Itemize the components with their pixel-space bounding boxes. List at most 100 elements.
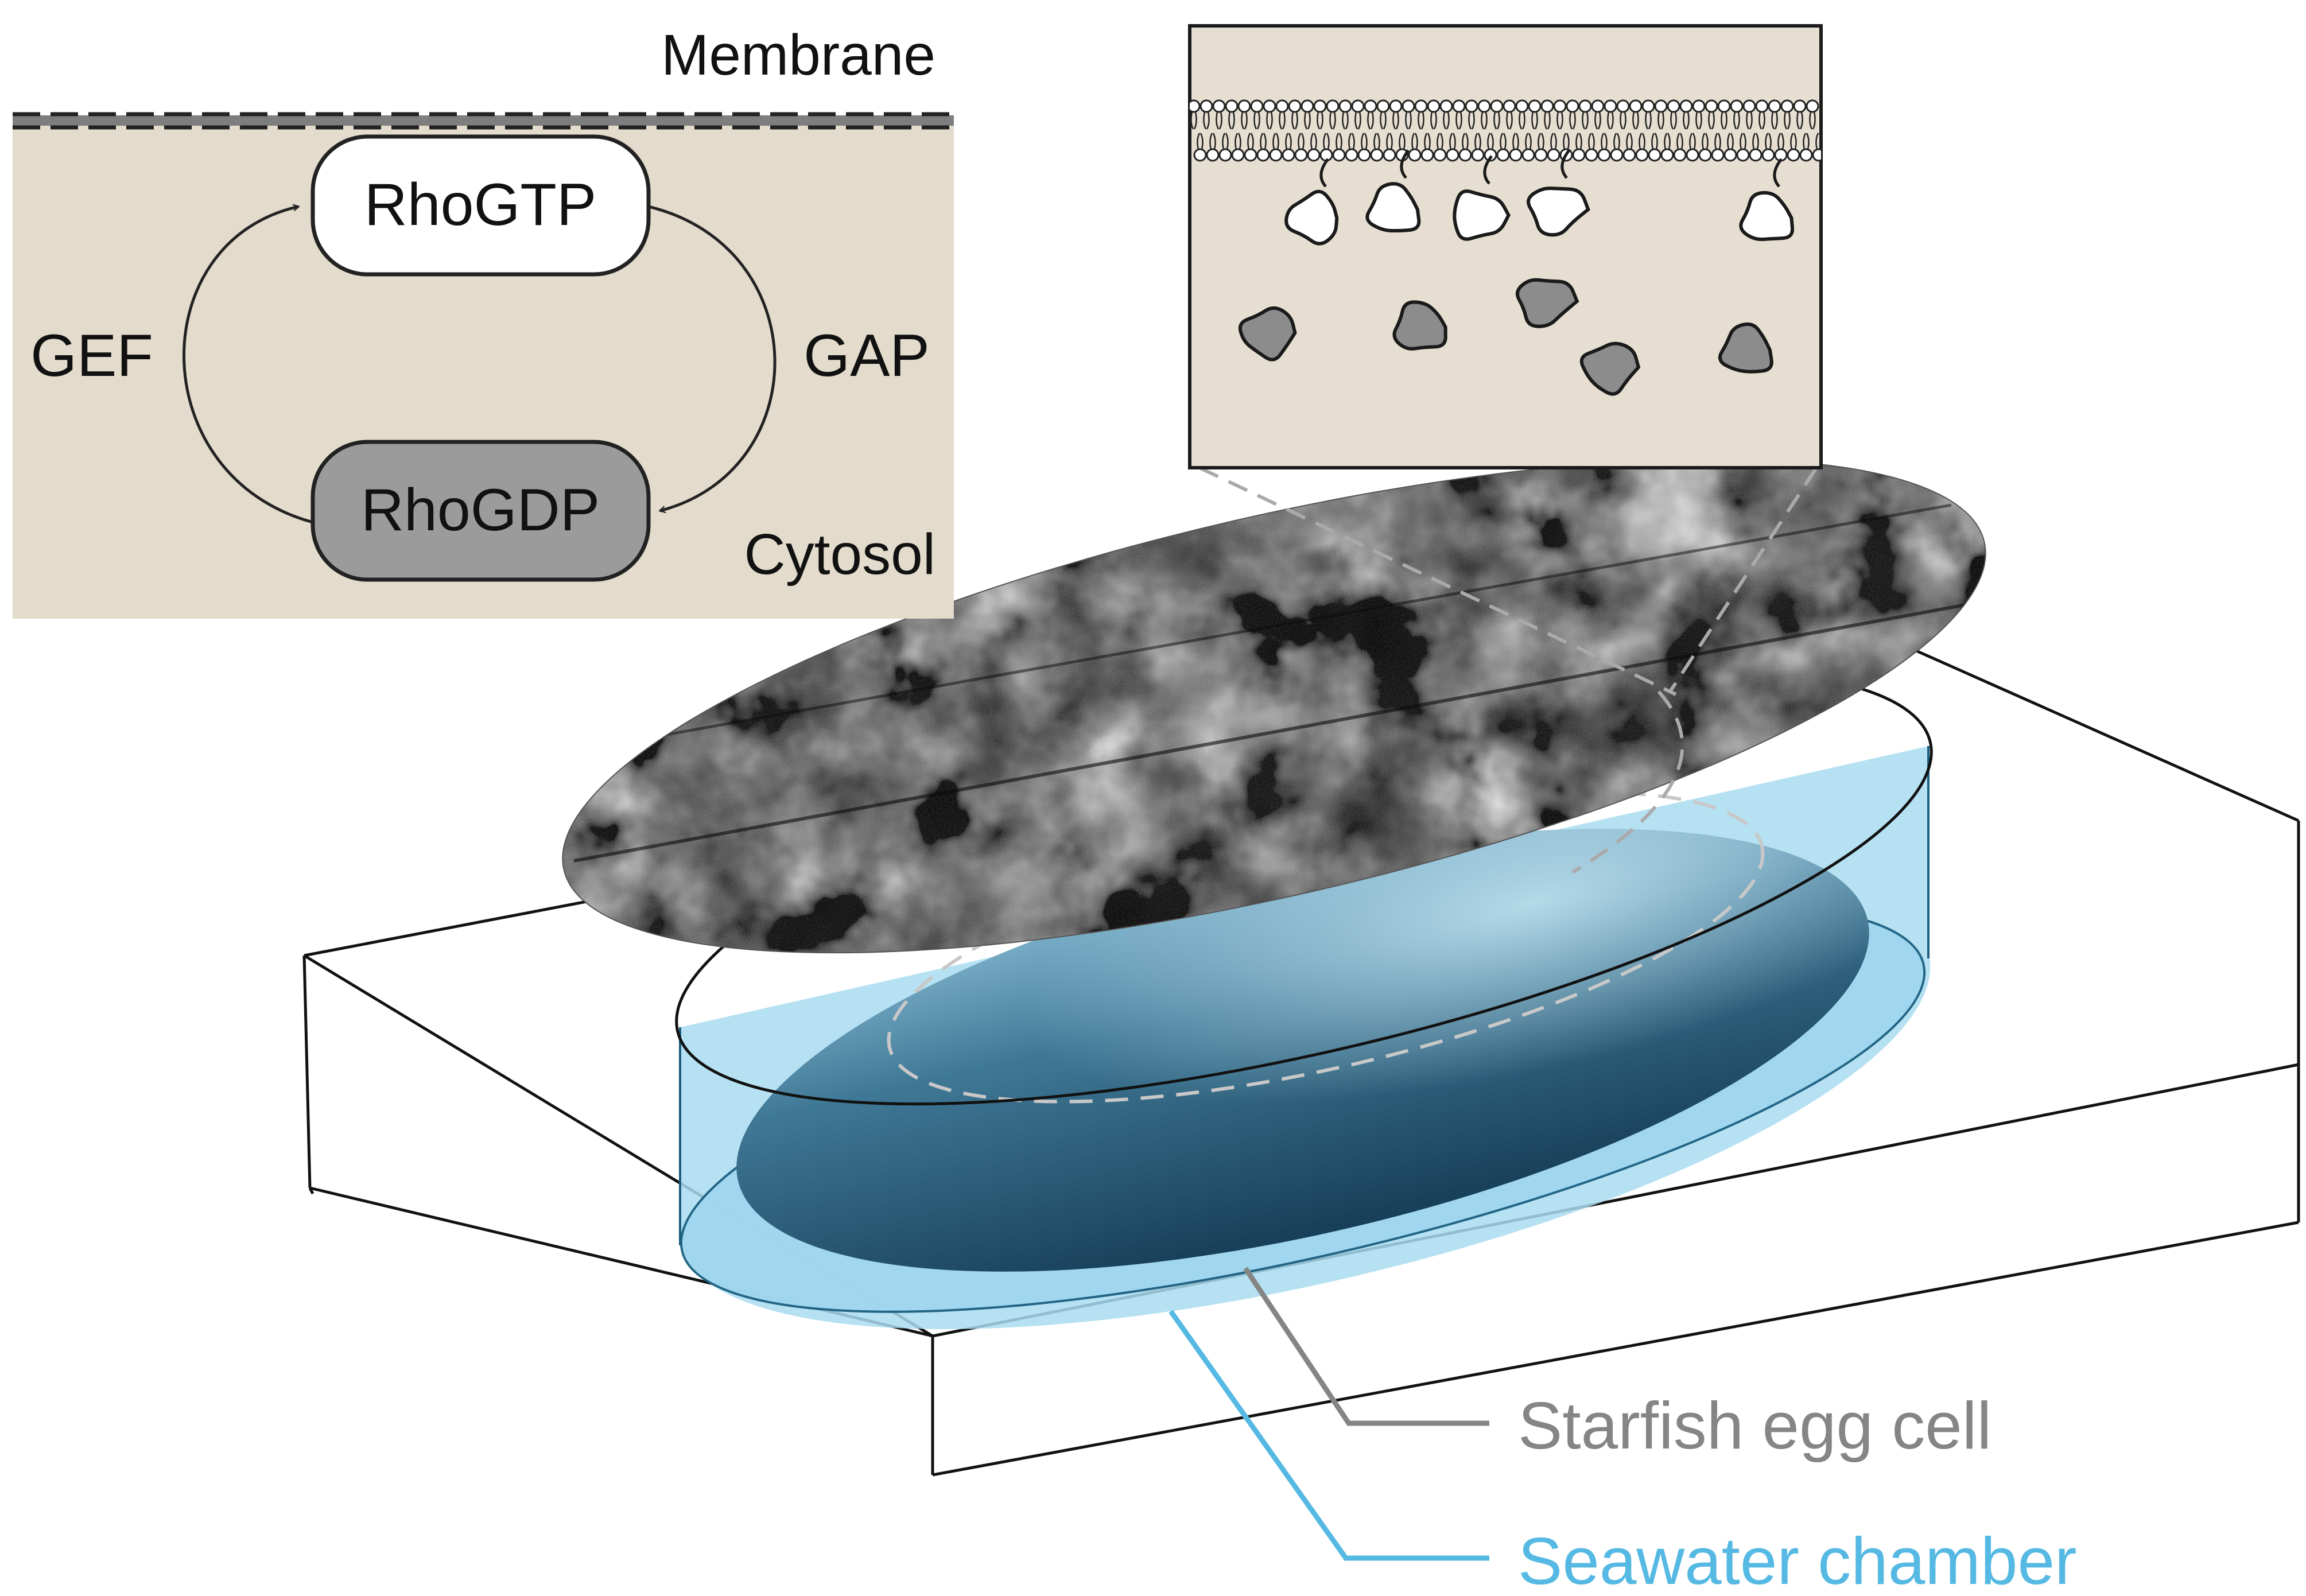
lipid-tail (1740, 133, 1746, 150)
lipid-head (1206, 148, 1220, 162)
lipid-head (1439, 99, 1453, 113)
lipid-tail (1336, 133, 1342, 150)
lipid-head (1250, 99, 1264, 113)
lipid-head (1446, 148, 1459, 162)
lipid-tail (1632, 111, 1639, 130)
lipid-head (1622, 148, 1636, 162)
protein-tether (1319, 158, 1329, 188)
rho-cycle-panel: Membrane Cytosol RhoGTP RhoGDP GEF GAP (13, 23, 954, 619)
lipid-head (1332, 148, 1346, 162)
lipid-tail (1279, 111, 1286, 130)
lipid-tail (1424, 133, 1431, 150)
lipid-head (1427, 99, 1441, 113)
lipid-head (1465, 99, 1478, 113)
lipid-head (1629, 99, 1643, 113)
lipid-head (1364, 99, 1377, 113)
lipid-tail (1689, 133, 1696, 150)
lipid-tail (1216, 111, 1222, 130)
lipid-tail (1481, 111, 1488, 130)
lipid-tail (1468, 111, 1475, 130)
gap-label: GAP (803, 323, 930, 389)
lipid-tail (1443, 111, 1450, 130)
lipid-bilayer (1190, 99, 1821, 162)
lipid-tail (1790, 133, 1797, 150)
lipid-head (1616, 99, 1630, 113)
lipid-head (1717, 99, 1731, 113)
lipid-tail (1645, 111, 1652, 130)
rhogdp-node (310, 440, 651, 582)
cortex-dashed-outline (887, 790, 1765, 1104)
lipid-tail (1203, 111, 1210, 130)
protein-tether (1560, 149, 1570, 179)
lipid-head (1673, 148, 1687, 162)
lipid-head (1288, 99, 1302, 113)
lipid-head (1540, 99, 1554, 113)
egg-highlight (736, 829, 1869, 1272)
lipid-head (1591, 99, 1605, 113)
lipid-head (1730, 99, 1744, 113)
lipid-tail (1449, 133, 1456, 150)
lipid-tail (1746, 111, 1753, 130)
lipid-head (1370, 148, 1384, 162)
lipid-head (1307, 148, 1321, 162)
zoom-line-left (1198, 466, 1677, 696)
lipid-head (1263, 99, 1276, 113)
lipid-head (1269, 148, 1283, 162)
gap-arrow (648, 205, 777, 514)
membrane-bound-protein-icon (1365, 182, 1421, 233)
lipid-head (1723, 148, 1737, 162)
cytosolic-protein-icon (1579, 341, 1641, 396)
lipid-head (1376, 99, 1390, 113)
cytosolic-protein-icon (1516, 278, 1579, 328)
lipid-tail (1657, 111, 1664, 130)
lipid-head (1383, 148, 1396, 162)
lipid-head (1578, 99, 1592, 113)
lipid-head (1711, 148, 1725, 162)
lipid-tail (1771, 111, 1778, 130)
gef-arrow (183, 204, 313, 524)
lipid-tail (1197, 133, 1204, 150)
chamber-callout-line (1168, 1310, 1489, 1561)
lipid-tail (1651, 133, 1658, 150)
gef-label: GEF (30, 323, 153, 389)
lipid-tail (1247, 133, 1254, 150)
rhogtp-label: RhoGTP (364, 172, 597, 238)
lipid-head (1521, 148, 1535, 162)
lipid-tail (1683, 111, 1690, 130)
lipid-tail (1531, 111, 1538, 130)
lipid-tail (1487, 133, 1494, 150)
lipid-head (1244, 148, 1257, 162)
lipid-tail (1752, 133, 1759, 150)
lipid-tail (1266, 111, 1273, 130)
lipid-tail (1626, 133, 1633, 150)
lipid-head (1313, 99, 1327, 113)
lipid-tail (1392, 111, 1399, 130)
lipid-tail (1607, 111, 1614, 130)
membrane-zoom-inset (1188, 24, 1823, 469)
lipid-head (1635, 148, 1649, 162)
lipid-tail (1563, 133, 1570, 150)
lipid-head (1799, 148, 1813, 162)
lipid-tail (1260, 133, 1267, 150)
lipid-tail (1582, 111, 1589, 130)
lipid-head (1566, 99, 1579, 113)
lipid-tail (1253, 111, 1260, 130)
lipid-tail (1777, 133, 1784, 150)
lipid-head (1218, 148, 1232, 162)
lipid-head (1275, 99, 1289, 113)
lipid-head (1648, 148, 1661, 162)
lipid-tail (1676, 133, 1683, 150)
rhogdp-label: RhoGDP (361, 477, 600, 543)
lipid-head (1420, 148, 1434, 162)
proteins (1238, 149, 1794, 396)
lipid-head (1509, 148, 1523, 162)
lipid-tail (1190, 111, 1197, 130)
lipid-head (1225, 99, 1239, 113)
lipid-tail (1639, 133, 1645, 150)
lipid-tail (1474, 133, 1481, 150)
lipid-tail (1354, 111, 1361, 130)
lipid-tail (1317, 111, 1323, 130)
lipid-tail (1361, 133, 1368, 150)
lipid-tail (1291, 111, 1298, 130)
